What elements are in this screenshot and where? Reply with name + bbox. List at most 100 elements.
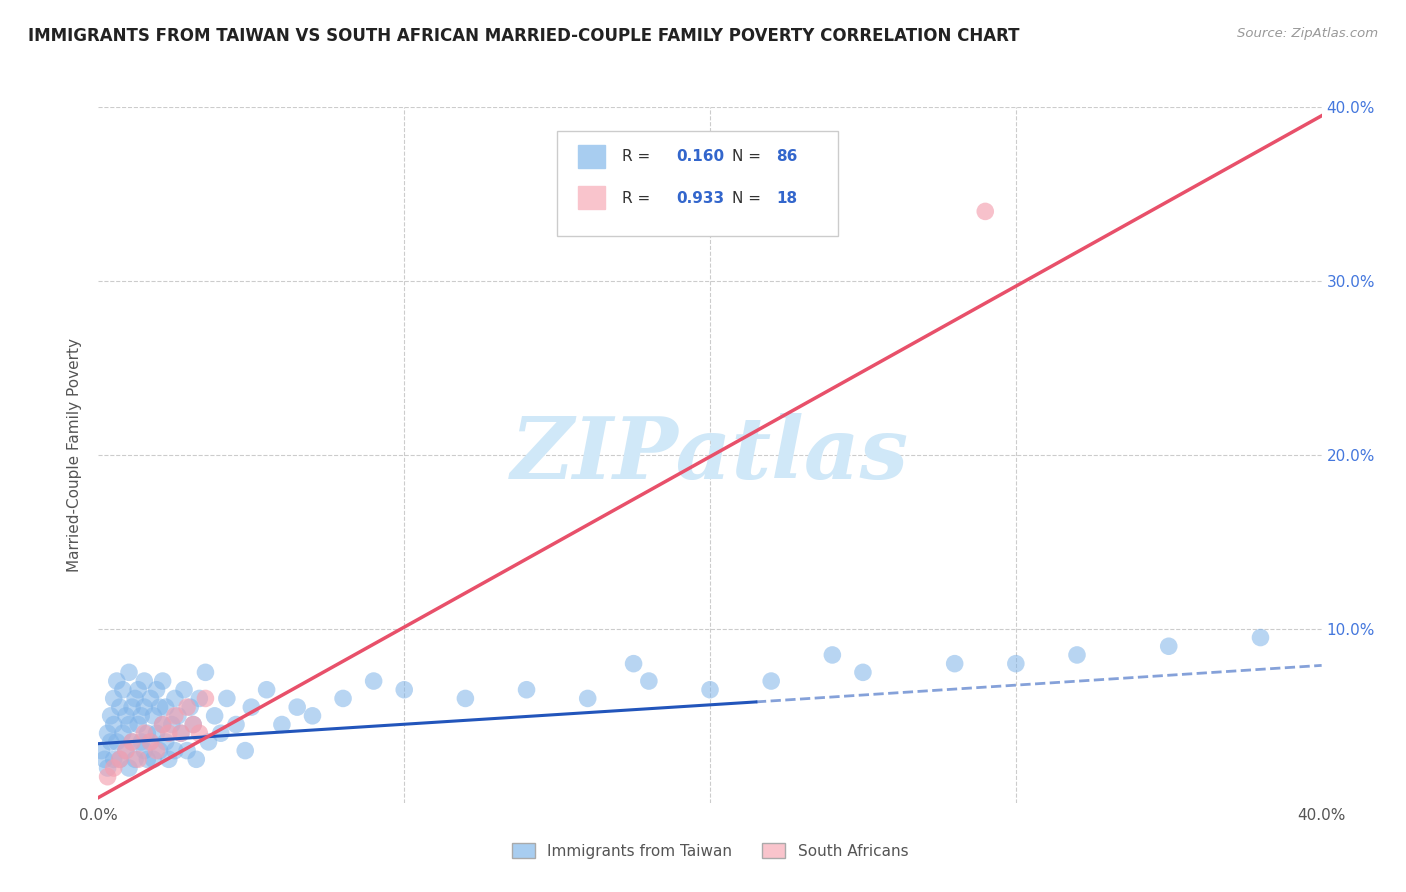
Point — [136, 752, 159, 766]
Point — [100, 735, 122, 749]
Point — [124, 752, 146, 766]
Point — [145, 682, 167, 697]
Point — [121, 735, 143, 749]
Text: 0.160: 0.160 — [676, 149, 724, 164]
Point — [215, 691, 238, 706]
Point — [176, 744, 198, 758]
Point — [118, 665, 141, 680]
Point — [170, 726, 193, 740]
Point — [197, 735, 219, 749]
Point — [124, 691, 146, 706]
Text: IMMIGRANTS FROM TAIWAN VS SOUTH AFRICAN MARRIED-COUPLE FAMILY POVERTY CORRELATIO: IMMIGRANTS FROM TAIWAN VS SOUTH AFRICAN … — [28, 27, 1019, 45]
Point — [139, 691, 162, 706]
Point — [157, 726, 180, 740]
Text: 0.933: 0.933 — [676, 191, 724, 206]
Text: R =: R = — [621, 149, 655, 164]
Point — [209, 726, 232, 740]
Point — [332, 691, 354, 706]
Text: R =: R = — [621, 191, 655, 206]
Point — [157, 752, 180, 766]
Text: 18: 18 — [776, 191, 797, 206]
Point — [188, 691, 211, 706]
Point — [163, 708, 186, 723]
Point — [97, 761, 120, 775]
Point — [139, 735, 162, 749]
Point — [1157, 639, 1180, 653]
Point — [454, 691, 477, 706]
FancyBboxPatch shape — [557, 131, 838, 235]
Point — [108, 752, 131, 766]
Point — [155, 700, 177, 714]
Point — [852, 665, 875, 680]
Point — [145, 744, 167, 758]
Point — [149, 744, 172, 758]
Text: 86: 86 — [776, 149, 797, 164]
Text: Source: ZipAtlas.com: Source: ZipAtlas.com — [1237, 27, 1378, 40]
Point — [134, 744, 156, 758]
Point — [301, 708, 323, 723]
Point — [145, 726, 167, 740]
Point — [392, 682, 416, 697]
Point — [115, 744, 138, 758]
Point — [623, 657, 645, 671]
Point — [127, 717, 149, 731]
Point — [121, 700, 143, 714]
Point — [111, 682, 134, 697]
Point — [163, 744, 186, 758]
Point — [115, 744, 138, 758]
Point — [194, 665, 217, 680]
Point — [186, 752, 208, 766]
Point — [100, 708, 122, 723]
FancyBboxPatch shape — [578, 186, 605, 210]
Point — [1004, 657, 1026, 671]
Point — [188, 726, 211, 740]
Point — [152, 717, 174, 731]
Point — [170, 726, 193, 740]
Point — [129, 708, 152, 723]
Point — [233, 744, 256, 758]
Point — [134, 700, 156, 714]
Point — [142, 708, 165, 723]
Point — [103, 717, 125, 731]
Point — [270, 717, 292, 731]
Text: N =: N = — [733, 191, 766, 206]
Point — [759, 674, 782, 689]
Y-axis label: Married-Couple Family Poverty: Married-Couple Family Poverty — [67, 338, 83, 572]
Point — [93, 752, 115, 766]
Point — [139, 735, 162, 749]
Point — [134, 726, 156, 740]
Point — [179, 700, 201, 714]
Point — [176, 700, 198, 714]
Point — [637, 674, 661, 689]
Point — [142, 752, 165, 766]
Point — [181, 717, 204, 731]
Text: N =: N = — [733, 149, 766, 164]
Legend: Immigrants from Taiwan, South Africans: Immigrants from Taiwan, South Africans — [506, 837, 914, 864]
Point — [105, 735, 128, 749]
Point — [225, 717, 247, 731]
Point — [127, 752, 149, 766]
Point — [1066, 648, 1088, 662]
Point — [194, 691, 217, 706]
Point — [111, 726, 134, 740]
Point — [115, 708, 138, 723]
Text: ZIPatlas: ZIPatlas — [510, 413, 910, 497]
FancyBboxPatch shape — [578, 145, 605, 168]
Point — [285, 700, 308, 714]
Point — [363, 674, 385, 689]
Point — [167, 708, 190, 723]
Point — [129, 735, 152, 749]
Point — [1249, 631, 1271, 645]
Point — [943, 657, 966, 671]
Point — [240, 700, 263, 714]
Point — [105, 674, 128, 689]
Point — [163, 691, 186, 706]
Point — [127, 682, 149, 697]
Point — [108, 752, 131, 766]
Point — [97, 770, 120, 784]
Point — [152, 717, 174, 731]
Point — [90, 744, 112, 758]
Point — [256, 682, 278, 697]
Point — [204, 708, 226, 723]
Point — [516, 682, 538, 697]
